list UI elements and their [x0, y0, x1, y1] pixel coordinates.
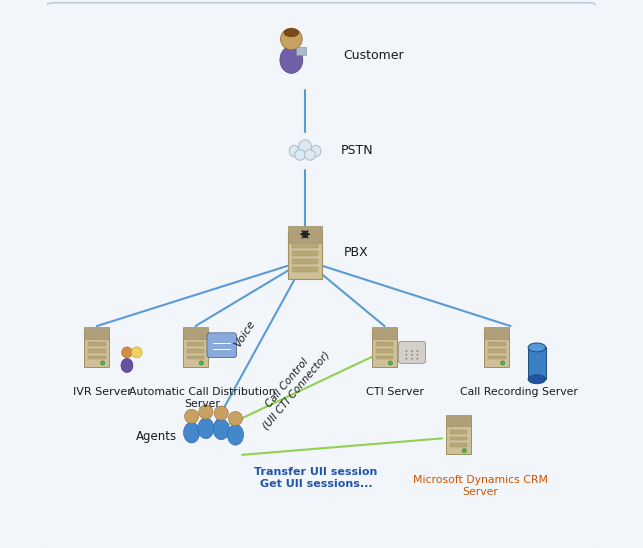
- FancyBboxPatch shape: [292, 243, 318, 248]
- FancyBboxPatch shape: [449, 430, 467, 434]
- Circle shape: [100, 361, 105, 365]
- Text: IVR Server: IVR Server: [73, 387, 132, 397]
- Text: PBX: PBX: [343, 246, 368, 259]
- FancyBboxPatch shape: [45, 3, 598, 548]
- Circle shape: [417, 350, 419, 352]
- Circle shape: [280, 28, 302, 50]
- Ellipse shape: [294, 150, 305, 160]
- FancyBboxPatch shape: [292, 259, 318, 264]
- Text: Microsoft Dynamics CRM
Server: Microsoft Dynamics CRM Server: [413, 475, 548, 497]
- Circle shape: [411, 350, 413, 352]
- Circle shape: [417, 358, 419, 359]
- Text: Customer: Customer: [343, 49, 404, 62]
- Ellipse shape: [228, 425, 244, 445]
- FancyBboxPatch shape: [376, 342, 394, 346]
- FancyBboxPatch shape: [288, 226, 322, 243]
- Circle shape: [417, 354, 419, 356]
- FancyBboxPatch shape: [84, 327, 109, 339]
- FancyBboxPatch shape: [376, 356, 394, 359]
- Circle shape: [411, 354, 413, 356]
- Text: Voice: Voice: [233, 319, 257, 350]
- Circle shape: [388, 361, 392, 365]
- Circle shape: [406, 350, 408, 352]
- Text: Call Recording Server: Call Recording Server: [460, 387, 577, 397]
- FancyBboxPatch shape: [488, 356, 505, 359]
- Ellipse shape: [121, 358, 133, 373]
- FancyBboxPatch shape: [449, 443, 467, 447]
- FancyBboxPatch shape: [186, 349, 204, 353]
- FancyBboxPatch shape: [449, 437, 467, 441]
- Text: Agents: Agents: [136, 430, 177, 443]
- Ellipse shape: [528, 343, 546, 352]
- FancyBboxPatch shape: [446, 415, 471, 426]
- FancyBboxPatch shape: [186, 342, 204, 346]
- FancyBboxPatch shape: [292, 251, 318, 256]
- Circle shape: [462, 449, 466, 453]
- Circle shape: [199, 361, 203, 365]
- Ellipse shape: [298, 140, 311, 154]
- Text: Call Control
(UII CTI Connector): Call Control (UII CTI Connector): [251, 341, 331, 431]
- FancyBboxPatch shape: [372, 329, 397, 367]
- FancyBboxPatch shape: [84, 329, 109, 367]
- FancyBboxPatch shape: [207, 333, 237, 358]
- Ellipse shape: [280, 46, 303, 73]
- Circle shape: [122, 347, 132, 358]
- Circle shape: [214, 406, 228, 420]
- Ellipse shape: [198, 418, 214, 438]
- FancyBboxPatch shape: [88, 342, 105, 346]
- FancyBboxPatch shape: [88, 356, 105, 359]
- Ellipse shape: [311, 145, 321, 157]
- FancyBboxPatch shape: [88, 349, 105, 353]
- FancyBboxPatch shape: [296, 47, 306, 55]
- FancyBboxPatch shape: [372, 327, 397, 339]
- FancyBboxPatch shape: [292, 267, 318, 272]
- FancyBboxPatch shape: [488, 342, 505, 346]
- FancyBboxPatch shape: [446, 417, 471, 454]
- Circle shape: [228, 412, 242, 426]
- Text: CTI Server: CTI Server: [367, 387, 424, 397]
- Ellipse shape: [213, 419, 230, 439]
- Circle shape: [406, 354, 408, 356]
- Circle shape: [185, 409, 199, 424]
- Circle shape: [199, 405, 213, 419]
- FancyBboxPatch shape: [186, 356, 204, 359]
- FancyBboxPatch shape: [376, 349, 394, 353]
- FancyBboxPatch shape: [183, 327, 208, 339]
- FancyBboxPatch shape: [528, 347, 546, 379]
- Ellipse shape: [305, 150, 316, 160]
- FancyBboxPatch shape: [484, 327, 509, 339]
- Text: Transfer UII session
Get UII sessions...: Transfer UII session Get UII sessions...: [255, 467, 377, 489]
- Circle shape: [131, 347, 142, 358]
- Text: PSTN: PSTN: [341, 144, 374, 157]
- FancyBboxPatch shape: [488, 349, 505, 353]
- Circle shape: [411, 358, 413, 359]
- Ellipse shape: [528, 375, 546, 384]
- Ellipse shape: [284, 28, 298, 37]
- FancyBboxPatch shape: [288, 231, 322, 279]
- Circle shape: [406, 358, 408, 359]
- Ellipse shape: [183, 423, 200, 443]
- FancyBboxPatch shape: [484, 329, 509, 367]
- FancyBboxPatch shape: [398, 341, 426, 363]
- FancyBboxPatch shape: [183, 329, 208, 367]
- Ellipse shape: [289, 145, 299, 157]
- Circle shape: [501, 361, 505, 365]
- Text: Automatic Call Distribution
Server: Automatic Call Distribution Server: [129, 387, 275, 409]
